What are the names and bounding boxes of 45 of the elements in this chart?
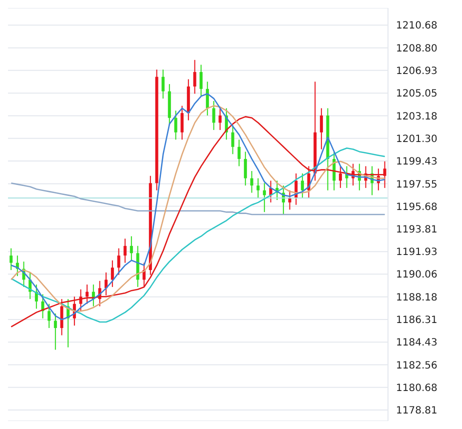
candlestick <box>231 124 234 155</box>
y-tick-label: 1201.30 <box>396 134 438 145</box>
candlestick <box>104 272 108 296</box>
y-tick-label: 1186.31 <box>396 314 438 326</box>
y-tick-label: 1197.55 <box>396 179 438 190</box>
candlestick <box>54 313 57 350</box>
candlestick <box>256 178 260 198</box>
y-tick-label: 1203.18 <box>396 111 438 122</box>
candlestick <box>218 108 222 130</box>
candlestick <box>110 260 114 288</box>
candlestick <box>200 64 203 97</box>
candlestick <box>10 248 13 271</box>
candlestick <box>117 248 120 276</box>
y-tick-label: 1208.80 <box>396 43 438 54</box>
y-tick-label: 1193.81 <box>396 224 438 236</box>
line-series <box>10 182 386 216</box>
candlestick <box>300 172 304 198</box>
y-tick-label: 1206.93 <box>396 66 438 77</box>
candlestick <box>48 303 51 329</box>
candlestick <box>130 236 133 261</box>
candlestick <box>338 166 342 188</box>
line-series <box>10 147 386 323</box>
candlestick <box>180 105 184 140</box>
candlestick <box>320 108 323 150</box>
candlestick <box>124 238 127 264</box>
candlestick <box>212 100 216 130</box>
y-tick-label: 1195.68 <box>396 202 438 213</box>
y-tick-label: 1199.43 <box>396 156 438 168</box>
y-tick-label: 1205.05 <box>396 88 438 100</box>
candlestick <box>193 59 196 94</box>
candlestick <box>250 170 254 194</box>
y-tick-label: 1184.43 <box>396 338 438 349</box>
y-tick-label: 1190.06 <box>396 270 438 281</box>
y-tick-label: 1210.68 <box>396 20 438 32</box>
candlestick <box>262 182 266 213</box>
candlestick <box>244 151 247 186</box>
candlestick <box>162 69 165 100</box>
y-tick-label: 1182.56 <box>396 360 438 372</box>
y-tick-label: 1180.68 <box>396 382 438 394</box>
y-tick-label: 1178.81 <box>396 406 438 417</box>
candlestick <box>86 284 89 304</box>
candlestick <box>238 139 241 167</box>
y-tick-label: 1191.93 <box>396 247 438 258</box>
y-tick-label: 1188.18 <box>396 292 438 304</box>
candlestick <box>174 110 178 140</box>
